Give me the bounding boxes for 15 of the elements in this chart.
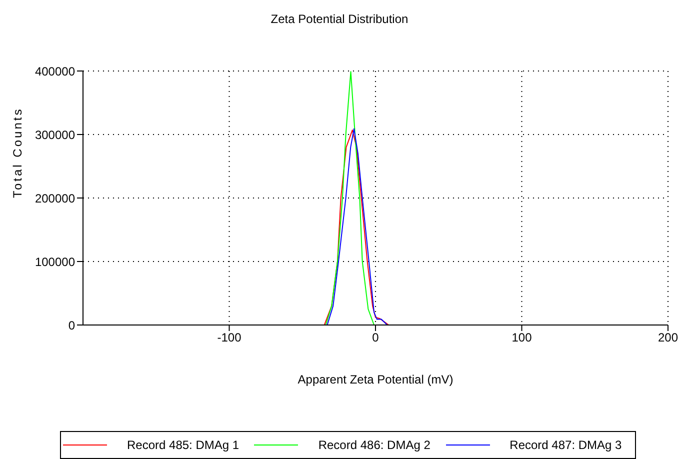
y-tick-label: 400000 [34,64,76,78]
x-tick-label: 100 [512,330,532,345]
y-tick-label: 100000 [34,254,76,269]
x-tick-label: 200 [658,330,678,345]
legend-label: Record 485: DMAg 1 [127,438,240,452]
legend-label: Record 486: DMAg 2 [318,438,430,452]
legend-label: Record 487: DMAg 3 [510,438,622,452]
x-tick-label: -100 [217,330,242,345]
x-tick-label: 0 [372,330,380,345]
chart-title: Zeta Potential Distribution [270,12,410,26]
y-tick-label: 200000 [34,191,76,206]
y-axis-title: Total Counts [10,107,24,198]
y-tick-label: 0 [68,318,76,332]
y-tick-label: 300000 [34,128,76,142]
x-axis-title: Apparent Zeta Potential (mV) [298,372,454,387]
